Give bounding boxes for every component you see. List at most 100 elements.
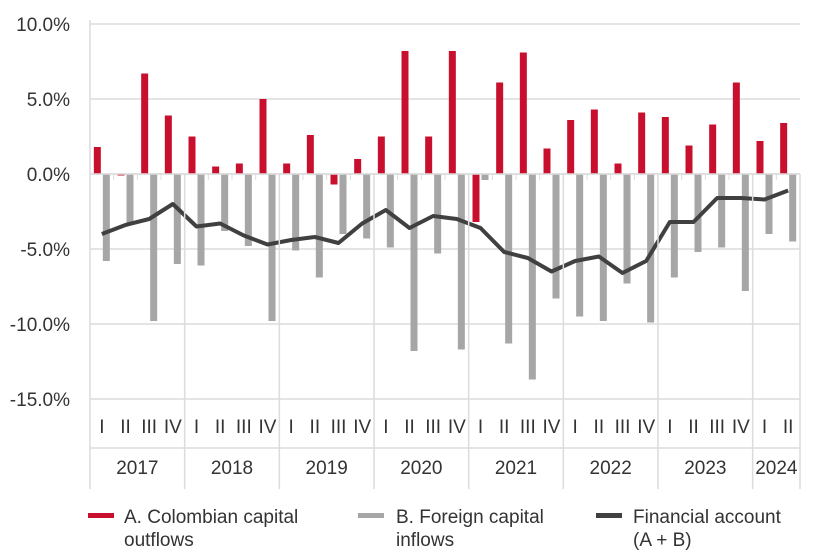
x-tick-label-quarter: IV [164, 417, 182, 438]
bar-outflows [425, 137, 432, 175]
x-tick-label-quarter: II [404, 417, 415, 438]
bar-inflows [671, 174, 678, 278]
y-tick-label: 0.0% [27, 165, 70, 186]
bar-outflows [567, 120, 574, 174]
bar-outflows [780, 123, 787, 174]
legend-label-financial-account-1: Financial account [633, 507, 782, 528]
x-tick-label-quarter: I [194, 417, 199, 438]
bar-inflows [576, 174, 583, 317]
x-year-label: 2024 [755, 458, 798, 479]
x-tick-label-quarter: III [425, 417, 441, 438]
legend-label-inflows-1: B. Foreign capital [396, 507, 544, 528]
x-tick-label-quarter: II [688, 417, 699, 438]
x-year-label: 2021 [495, 458, 537, 479]
bar-outflows [709, 125, 716, 175]
bar-outflows [307, 135, 314, 174]
bar-outflows [733, 83, 740, 175]
bar-outflows [591, 110, 598, 175]
x-year-label: 2019 [306, 458, 348, 479]
y-axis: 10.0% 5.0% 0.0% -5.0% -10.0% -15.0% [10, 15, 70, 411]
bar-outflows [402, 51, 409, 174]
bar-outflows [212, 167, 219, 175]
x-tick-label-quarter: I [667, 417, 672, 438]
bar-outflows [236, 164, 243, 175]
bar-outflows [283, 164, 290, 175]
bar-inflows [529, 174, 536, 380]
x-year-label: 2017 [116, 458, 158, 479]
legend-swatch-financial-account [596, 513, 622, 518]
bar-outflows [189, 137, 196, 175]
bar-inflows [198, 174, 205, 266]
x-tick-label-quarter: IV [353, 417, 371, 438]
bar-outflows [141, 74, 148, 175]
x-year-label: 2023 [684, 458, 726, 479]
bars [94, 51, 796, 380]
bar-inflows [269, 174, 276, 321]
bar-inflows [127, 174, 134, 225]
bar-outflows [260, 99, 267, 174]
bar-outflows [378, 137, 385, 175]
bar-inflows [789, 174, 796, 242]
bar-inflows [742, 174, 749, 291]
x-tick-label-quarter: III [520, 417, 536, 438]
x-tick-label-quarter: III [709, 417, 725, 438]
x-tick-label-quarter: IV [448, 417, 466, 438]
bar-inflows [411, 174, 418, 351]
x-tick-label-quarter: III [331, 417, 347, 438]
bar-outflows [94, 147, 101, 174]
x-tick-label-quarter: I [762, 417, 767, 438]
y-tick-label: 10.0% [16, 15, 70, 36]
bar-inflows [174, 174, 181, 264]
bar-inflows [718, 174, 725, 248]
bar-inflows [316, 174, 323, 278]
bar-outflows [496, 83, 503, 175]
y-tick-label: -5.0% [20, 240, 70, 261]
x-tick-label-quarter: IV [543, 417, 561, 438]
x-tick-label-quarter: III [615, 417, 631, 438]
bar-inflows [553, 174, 560, 299]
bar-inflows [103, 174, 110, 261]
bar-inflows [458, 174, 465, 350]
bar-outflows [662, 117, 669, 174]
x-tick-label-quarter: II [783, 417, 794, 438]
x-tick-label-quarter: I [573, 417, 578, 438]
bar-outflows [686, 146, 693, 175]
bar-outflows [615, 164, 622, 175]
legend-swatch-outflows [88, 513, 114, 518]
bar-inflows [434, 174, 441, 254]
bar-inflows [600, 174, 607, 321]
bar-inflows [150, 174, 157, 321]
x-tick-label-quarter: II [310, 417, 321, 438]
bar-outflows [331, 174, 338, 185]
x-year-label: 2020 [400, 458, 442, 479]
x-tick-label-quarter: I [478, 417, 483, 438]
x-tick-label-quarter: IV [259, 417, 277, 438]
x-tick-label-quarter: III [236, 417, 252, 438]
y-tick-label: -15.0% [10, 390, 70, 411]
y-tick-label: -10.0% [10, 315, 70, 336]
x-tick-label-quarter: II [594, 417, 605, 438]
x-tick-label-quarter: I [99, 417, 104, 438]
bar-inflows [482, 174, 489, 180]
legend: A. Colombian capital outflows B. Foreign… [88, 507, 782, 551]
legend-label-outflows-2: outflows [124, 530, 194, 551]
bar-inflows [340, 174, 347, 234]
legend-label-outflows-1: A. Colombian capital [124, 507, 298, 528]
bar-outflows [165, 116, 172, 175]
x-year-label: 2018 [211, 458, 253, 479]
x-tick-label-quarter: I [289, 417, 294, 438]
legend-label-inflows-2: inflows [396, 530, 454, 551]
bar-outflows [473, 174, 480, 222]
bar-outflows [449, 51, 456, 174]
line-financial-account [102, 191, 788, 274]
x-tick-label-quarter: IV [637, 417, 655, 438]
y-tick-label: 5.0% [27, 90, 70, 111]
bar-outflows [757, 141, 764, 174]
x-tick-label-quarter: II [120, 417, 131, 438]
x-year-label: 2022 [590, 458, 632, 479]
bar-inflows [363, 174, 370, 239]
legend-swatch-inflows [358, 513, 384, 518]
x-tick-label-quarter: III [141, 417, 157, 438]
legend-label-financial-account-2: (A + B) [633, 530, 692, 551]
